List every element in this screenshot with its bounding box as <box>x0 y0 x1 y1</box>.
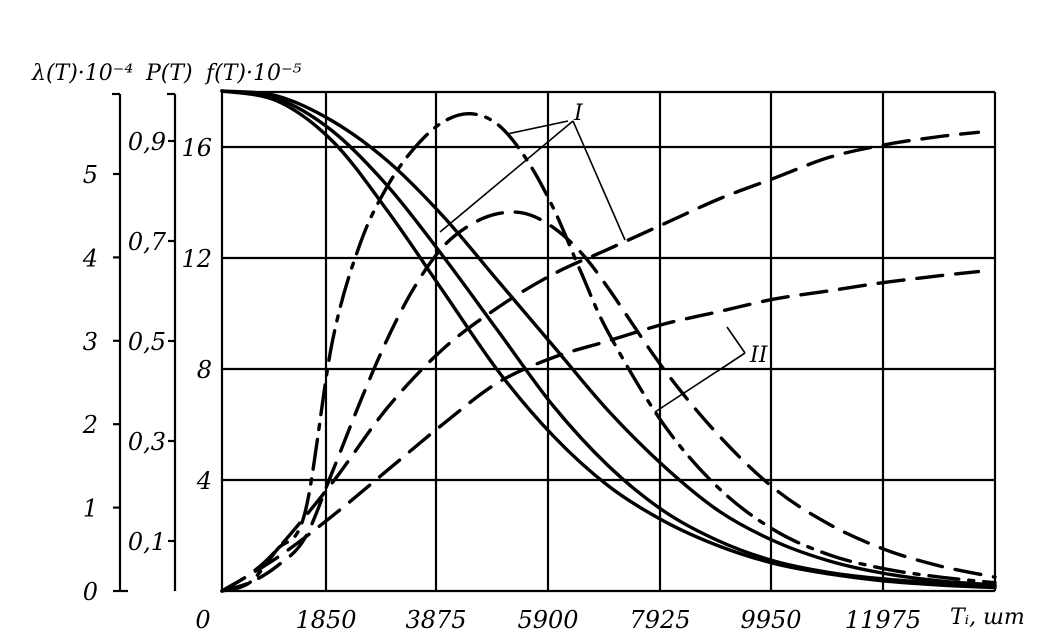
grid <box>220 90 997 593</box>
lambda-tick-label: 4 <box>82 244 98 272</box>
annotation-label-ii: II <box>749 343 769 368</box>
annotation-leader-line <box>572 120 626 241</box>
p-tick-label: 0,1 <box>128 528 166 556</box>
x-tick-label: 7925 <box>629 606 690 634</box>
f-tick-label: 12 <box>181 245 212 273</box>
p-tick-label: 0,9 <box>128 128 166 156</box>
p-axis-title: P(T) <box>145 61 193 86</box>
p-tick-label: 0,7 <box>128 228 167 256</box>
curves <box>220 89 997 593</box>
x-tick-label: 3875 <box>405 606 466 634</box>
lambda-tick-label: 3 <box>83 328 98 356</box>
axes <box>112 92 177 593</box>
lambda-tick-label: 2 <box>82 411 98 439</box>
annotation-leader-line <box>439 120 574 233</box>
annotation-label-i: I <box>573 101 584 126</box>
x-tick-label: 0 <box>195 606 210 634</box>
f-curve-dashdot <box>220 111 997 593</box>
lambda-tick-label: 1 <box>83 495 98 523</box>
x-tick-label: 1850 <box>295 606 356 634</box>
lambda-axis-title: λ(T)·10⁻⁴ <box>31 61 133 86</box>
x-tick-label: 9950 <box>740 606 801 634</box>
lambda-tick-label: 0 <box>83 578 98 606</box>
p-tick-label: 0,5 <box>128 328 166 356</box>
annotation-leader-line <box>654 352 746 413</box>
lambda-tick-label: 5 <box>83 161 98 189</box>
annotation-leader-line <box>726 326 746 354</box>
P-curve-solid <box>220 89 997 590</box>
x-tick-label: 5900 <box>517 606 578 634</box>
p-tick-label: 0,3 <box>128 428 166 456</box>
f-tick-label: 8 <box>197 356 212 384</box>
x-axis-title: Tᵢ, шт <box>950 605 1025 630</box>
f-curve-dashed <box>220 210 997 593</box>
annotation-leaders <box>439 120 746 413</box>
f-axis-title: f(T)·10⁻⁵ <box>204 61 302 86</box>
lambda-curve-dashed <box>220 269 981 593</box>
lambda-curve-dashed <box>220 130 981 593</box>
f-tick-label: 16 <box>181 134 212 162</box>
f-tick-label: 4 <box>196 467 212 495</box>
x-tick-label: 11975 <box>845 606 921 634</box>
annotation-leader-line <box>506 120 569 135</box>
P-curve-solid <box>220 89 997 587</box>
